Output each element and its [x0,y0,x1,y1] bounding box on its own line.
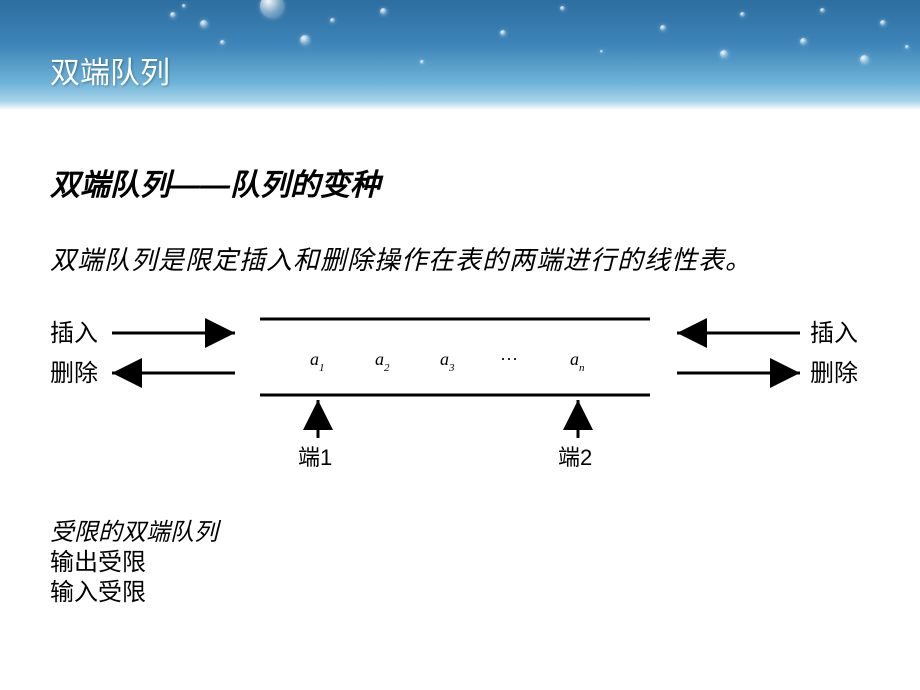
right-delete-label: 删除 [810,360,858,387]
svg-text:a1: a1 [310,349,325,374]
deque-diagram: 插入 删除 插入 删除 a1 a2 a3 ··· an [50,303,870,483]
queue-elements: a1 a2 a3 ··· an [310,349,585,374]
header-band: 双端队列 [0,0,920,110]
footer-line-3: 输入受限 [50,578,870,608]
svg-text:···: ··· [500,349,518,369]
svg-text:a2: a2 [375,349,390,374]
end1-label: 端1 [298,445,332,470]
footer-notes: 受限的双端队列 输出受限 输入受限 [50,518,870,608]
footer-line-1: 受限的双端队列 [50,518,870,548]
svg-text:a3: a3 [440,349,455,374]
end2-label: 端2 [558,445,592,470]
description-text: 双端队列是限定插入和删除操作在表的两端进行的线性表。 [50,240,870,277]
svg-text:an: an [570,349,585,374]
content-area: 双端队列——队列的变种 双端队列是限定插入和删除操作在表的两端进行的线性表。 插… [0,110,920,608]
section-heading: 双端队列——队列的变种 [50,160,870,204]
slide-title: 双端队列 [50,48,170,92]
left-insert-label: 插入 [50,320,98,347]
footer-line-2: 输出受限 [50,548,870,578]
left-delete-label: 删除 [50,360,98,387]
right-insert-label: 插入 [810,320,858,347]
